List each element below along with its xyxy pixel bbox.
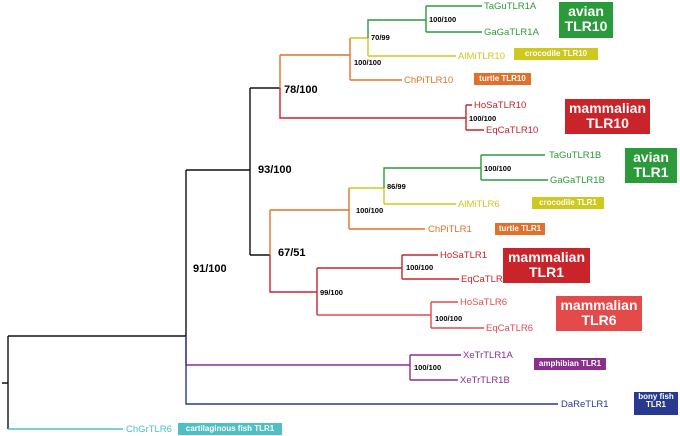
branch-amphibian-stem xyxy=(185,336,410,366)
support-value: 86/99 xyxy=(387,182,406,191)
group-label-mammalian-tlr1: mammalian TLR1 xyxy=(503,248,590,283)
branch-mammal-tlr1 xyxy=(317,254,459,280)
branch-avian-tlr1 xyxy=(383,154,548,188)
branch-tlr10-tlr1-node xyxy=(249,87,280,256)
group-label-crocodile-tlr1: crocodile TLR1 xyxy=(532,197,604,209)
branch-turtle-tlr1 xyxy=(348,188,425,230)
taxon-label: EqCaTLR1 xyxy=(461,274,508,285)
support-value: 100/100 xyxy=(406,263,433,272)
support-value: 100/100 xyxy=(356,206,383,215)
branch-croc-tlr1 xyxy=(349,187,456,205)
group-label-crocodile-tlr10: crocodile TLR10 xyxy=(514,48,598,60)
group-label-turtle-tlr10: turtle TLR10 xyxy=(474,73,531,85)
branch-mammal-tlr1-stem xyxy=(269,255,317,293)
branch-bony-fish xyxy=(185,336,558,405)
branch-turtle-tlr10 xyxy=(349,38,402,81)
support-value: 91/100 xyxy=(193,263,227,275)
taxon-label: HoSaTLR10 xyxy=(474,100,526,111)
taxon-label: XeTrTLR1A xyxy=(463,350,513,361)
group-label-mammalian-tlr10: mammalian TLR10 xyxy=(565,99,650,134)
support-value: 67/51 xyxy=(278,247,306,259)
taxon-label: GaGaTLR1B xyxy=(550,175,605,186)
support-value: 99/100 xyxy=(320,288,343,297)
branch-amphibian-clade xyxy=(409,354,461,381)
group-label-bony-fish-tlr1: bony fish TLR1 xyxy=(634,392,678,415)
support-value: 70/99 xyxy=(371,33,390,42)
branch-tetrapod-node xyxy=(185,169,250,336)
taxon-label: ChPiTLR1 xyxy=(428,224,472,235)
support-value: 100/100 xyxy=(429,15,456,24)
taxon-label: HoSaTLR1 xyxy=(440,250,487,261)
branch-mammal-tlr10 xyxy=(465,104,484,131)
taxon-label: XeTrTLR1B xyxy=(460,375,510,386)
group-label-avian-tlr1: avian TLR1 xyxy=(625,148,677,183)
taxon-label: TaGuTLR1A xyxy=(484,1,537,12)
branch-root xyxy=(2,335,186,429)
support-value: 93/100 xyxy=(258,164,292,176)
support-value: 100/100 xyxy=(484,164,511,173)
taxon-label: AlMiTLR6 xyxy=(458,199,500,210)
group-label-amphibian-tlr1: amphibian TLR1 xyxy=(534,358,606,370)
group-label-mammalian-tlr6: mammalian TLR6 xyxy=(556,296,642,331)
branch-tlr1-orange xyxy=(269,209,349,255)
taxon-label: EqCaTLR10 xyxy=(486,125,538,136)
taxon-label: GaGaTLR1A xyxy=(484,27,540,38)
support-value: 100/100 xyxy=(469,114,496,123)
taxon-label: ChPiTLR10 xyxy=(404,75,453,86)
group-label-avian-tlr10: avian TLR10 xyxy=(559,2,613,38)
taxon-label: DaReTLR1 xyxy=(561,399,609,410)
taxon-label: AlMiTLR10 xyxy=(458,51,505,62)
support-value: 78/100 xyxy=(284,84,318,96)
support-value: 100/100 xyxy=(435,314,462,323)
branch-mammal-tlr6 xyxy=(317,301,484,329)
group-label-turtle-tlr1: turtle TLR1 xyxy=(495,223,545,235)
taxon-label: EqCaTLR6 xyxy=(486,323,533,334)
taxon-label: HoSaTLR6 xyxy=(460,297,507,308)
branch-mammal-tlr10-stem xyxy=(279,88,466,119)
taxon-label: TaGuTLR1B xyxy=(549,150,601,161)
support-value: 100/100 xyxy=(414,363,441,372)
support-value: 100/100 xyxy=(354,58,381,67)
branch-croc-tlr10 xyxy=(350,37,456,57)
branch-tlr10-orange xyxy=(279,54,350,88)
taxon-label: ChGrTLR6 xyxy=(126,424,172,435)
group-label-cartilaginous-fish-tlr1: cartilaginous fish TLR1 xyxy=(178,423,282,435)
branch-avian-tlr10 xyxy=(367,5,482,38)
